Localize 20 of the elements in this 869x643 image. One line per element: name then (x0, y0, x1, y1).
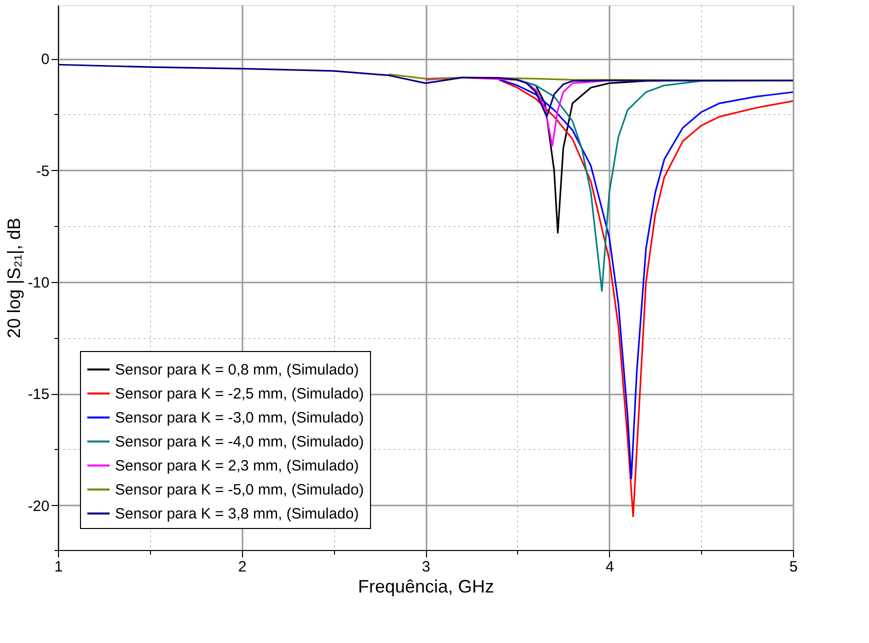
y-axis-title: 20 log |S₂₁|, dB (4, 218, 24, 338)
x-tick-label: 1 (54, 558, 63, 576)
y-tick-label: -10 (28, 274, 50, 292)
legend-label: Sensor para K = -5,0 mm, (Simulado) (115, 482, 364, 498)
legend-label: Sensor para K = 3,8 mm, (Simulado) (115, 506, 359, 522)
y-tick-label: 0 (41, 51, 50, 68)
legend-label: Sensor para K = 2,3 mm, (Simulado) (115, 458, 359, 474)
x-tick-label: 5 (789, 558, 798, 576)
legend-label: Sensor para K = -3,0 mm, (Simulado) (115, 410, 364, 426)
x-tick-label: 3 (422, 558, 430, 576)
line-series (58, 64, 793, 118)
legend-label: Sensor para K = 0,8 mm, (Simulado) (115, 362, 359, 378)
y-tick-label: -20 (28, 498, 50, 515)
legend-label: Sensor para K = -4,0 mm, (Simulado) (115, 434, 364, 450)
y-tick-label: -15 (28, 386, 50, 404)
y-tick-label: -5 (36, 162, 50, 180)
x-axis-title: Frequência, GHz (358, 576, 494, 596)
x-tick-label: 2 (238, 558, 246, 576)
legend-label: Sensor para K = -2,5 mm, (Simulado) (115, 386, 364, 402)
x-tick-label: 4 (606, 558, 614, 576)
